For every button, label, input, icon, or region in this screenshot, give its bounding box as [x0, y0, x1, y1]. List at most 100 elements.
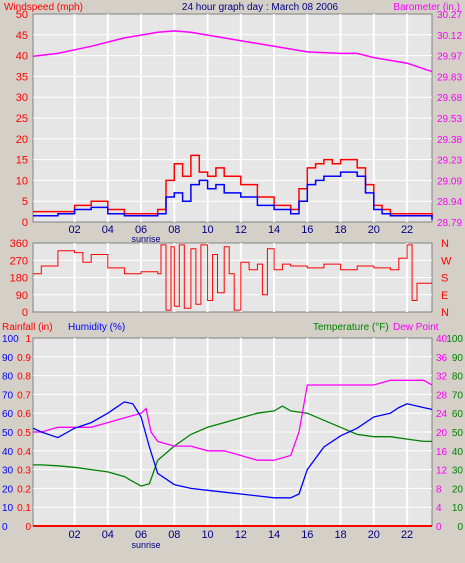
x-tick-label: 12	[235, 224, 247, 236]
humidity-tick-label: 40	[2, 447, 14, 458]
baro-tick-label: 30.12	[437, 31, 462, 42]
temperature-tick-label: 4	[436, 503, 442, 514]
humidity-tick-label: 0	[2, 522, 8, 533]
temperature-tick-label: 8	[436, 484, 442, 495]
x-tick-label: 16	[301, 224, 313, 236]
humidity-right-tick-label: 80	[452, 372, 464, 383]
dewpoint-line	[33, 379, 433, 461]
x-tick-label: 16	[301, 529, 313, 541]
baro-tick-label: 28.94	[437, 197, 462, 208]
humidity-tick-label: 70	[2, 390, 14, 401]
baro-tick-label: 29.83	[437, 72, 462, 83]
temperature-tick-label: 28	[436, 390, 448, 401]
humidity-tick-label: 50	[2, 428, 14, 439]
humidity-right-tick-label: 60	[452, 409, 464, 420]
x-tick-label: 08	[168, 529, 180, 541]
rain-tick-label: 0.2	[17, 484, 31, 495]
compass-label: N	[441, 307, 449, 319]
baro-tick-label: 28.79	[437, 218, 462, 229]
wind-tick-label: 30	[16, 92, 28, 104]
x-tick-label: 14	[268, 529, 280, 541]
humidity-right-tick-label: 40	[452, 447, 464, 458]
baro-tick-label: 29.09	[437, 176, 462, 187]
humidity-tick-label: 60	[2, 409, 14, 420]
dewpoint-axis-label: Dew Point	[393, 322, 439, 333]
graph-title: 24 hour graph day : March 08 2006	[182, 2, 339, 13]
x-tick-label: 18	[334, 224, 346, 236]
sunrise-label: sunrise	[132, 540, 161, 550]
compass-label: E	[441, 290, 448, 302]
x-tick-label: 22	[401, 529, 413, 541]
direction-tick-label: 270	[10, 255, 28, 267]
x-tick-label: 10	[201, 529, 213, 541]
x-tick-label: 06	[135, 529, 147, 541]
x-tick-label: 14	[268, 224, 280, 236]
temperature-tick-label: 20	[436, 428, 448, 439]
humidity-right-tick-label: 70	[452, 390, 464, 401]
humidity-tick-label: 30	[2, 466, 14, 477]
temperature-tick-label: 36	[436, 353, 448, 364]
wind-tick-label: 0	[22, 217, 28, 229]
x-tick-label: 08	[168, 224, 180, 236]
rain-tick-label: 0.3	[17, 466, 31, 477]
temperature-tick-label: 12	[436, 466, 448, 477]
barometer-line	[32, 30, 433, 73]
humidity-line	[32, 401, 433, 499]
wind-tick-label: 40	[16, 51, 28, 63]
barometer-axis-label: Barometer (in.)	[393, 2, 460, 13]
humidity-right-tick-label: 90	[452, 353, 464, 364]
humidity-tick-label: 100	[2, 334, 19, 345]
x-tick-label: 02	[68, 224, 80, 236]
wind-tick-label: 10	[16, 175, 28, 187]
rain-tick-label: 0.6	[17, 409, 31, 420]
humidity-right-tick-label: 100	[446, 334, 463, 345]
temperature-tick-label: 16	[436, 447, 448, 458]
rain-tick-label: 0.7	[17, 390, 31, 401]
rain-tick-label: 0	[25, 522, 31, 533]
x-tick-label: 06	[135, 224, 147, 236]
temperature-tick-label: 40	[436, 334, 448, 345]
rain-tick-label: 0.1	[17, 503, 31, 514]
baro-tick-label: 29.53	[437, 114, 462, 125]
baro-tick-label: 29.23	[437, 156, 462, 167]
rain-tick-label: 0.8	[17, 372, 31, 383]
wind-speed-line	[33, 171, 433, 220]
humidity-right-tick-label: 50	[452, 428, 464, 439]
humidity-tick-label: 10	[2, 503, 14, 514]
direction-tick-label: 360	[10, 238, 28, 250]
humidity-right-tick-label: 10	[452, 503, 464, 514]
rain-tick-label: 0.4	[17, 447, 31, 458]
compass-label: N	[441, 238, 449, 250]
x-tick-label: 04	[102, 529, 114, 541]
direction-tick-label: 180	[10, 273, 28, 285]
humidity-tick-label: 20	[2, 484, 14, 495]
compass-label: S	[441, 273, 448, 285]
compass-label: W	[441, 255, 452, 267]
rain-tick-label: 0.5	[17, 428, 31, 439]
humidity-right-tick-label: 0	[457, 522, 463, 533]
rain-tick-label: 1	[25, 334, 31, 345]
baro-tick-label: 29.38	[437, 135, 462, 146]
temperature-axis-label: Temperature (°F)	[313, 322, 389, 333]
wind-tick-label: 20	[16, 134, 28, 146]
humidity-right-tick-label: 20	[452, 484, 464, 495]
x-tick-label: 18	[334, 529, 346, 541]
direction-tick-label: 0	[22, 307, 28, 319]
windspeed-axis-label: Windspeed (mph)	[4, 2, 83, 13]
x-tick-label: 02	[68, 529, 80, 541]
sunrise-label: sunrise	[132, 234, 161, 244]
x-tick-label: 04	[102, 224, 114, 236]
temperature-line	[33, 405, 432, 487]
x-tick-label: 22	[401, 224, 413, 236]
wind-tick-label: 50	[16, 9, 28, 21]
temperature-tick-label: 0	[436, 522, 442, 533]
temperature-tick-label: 32	[436, 372, 448, 383]
direction-tick-label: 90	[16, 290, 28, 302]
wind-direction-line	[33, 244, 432, 311]
baro-tick-label: 29.97	[437, 52, 462, 63]
rain-tick-label: 0.9	[17, 353, 31, 364]
x-tick-label: 20	[368, 529, 380, 541]
wind-tick-label: 25	[16, 113, 28, 125]
